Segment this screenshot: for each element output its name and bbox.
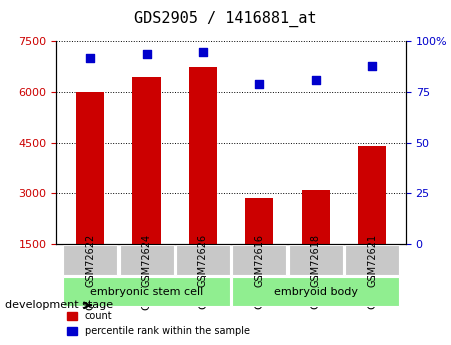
FancyBboxPatch shape: [232, 245, 286, 275]
FancyBboxPatch shape: [63, 277, 230, 306]
Text: GSM72626: GSM72626: [198, 234, 208, 287]
Bar: [76, 92, 104, 244]
Bar: [358, 146, 386, 244]
Text: embryoid body: embryoid body: [274, 287, 358, 297]
Text: GSM72618: GSM72618: [311, 234, 321, 287]
FancyBboxPatch shape: [289, 245, 343, 275]
FancyBboxPatch shape: [120, 245, 174, 275]
Text: GSM72621: GSM72621: [367, 234, 377, 287]
Bar: [302, 190, 330, 244]
Bar: [189, 67, 217, 244]
Text: GSM72624: GSM72624: [142, 234, 152, 287]
Bar: [245, 198, 273, 244]
Point: [256, 81, 263, 87]
Point: [312, 77, 319, 82]
Text: GDS2905 / 1416881_at: GDS2905 / 1416881_at: [134, 10, 317, 27]
FancyBboxPatch shape: [176, 245, 230, 275]
Bar: [133, 77, 161, 244]
Legend: count, percentile rank within the sample: count, percentile rank within the sample: [64, 307, 254, 340]
Text: GSM72622: GSM72622: [85, 234, 95, 287]
Text: embryonic stem cell: embryonic stem cell: [90, 287, 203, 297]
FancyBboxPatch shape: [232, 277, 399, 306]
FancyBboxPatch shape: [345, 245, 399, 275]
Point: [199, 49, 207, 54]
Point: [87, 55, 94, 60]
Point: [143, 51, 150, 56]
FancyBboxPatch shape: [63, 245, 117, 275]
Text: development stage: development stage: [5, 300, 113, 310]
Text: GSM72616: GSM72616: [254, 234, 264, 287]
Point: [368, 63, 376, 68]
